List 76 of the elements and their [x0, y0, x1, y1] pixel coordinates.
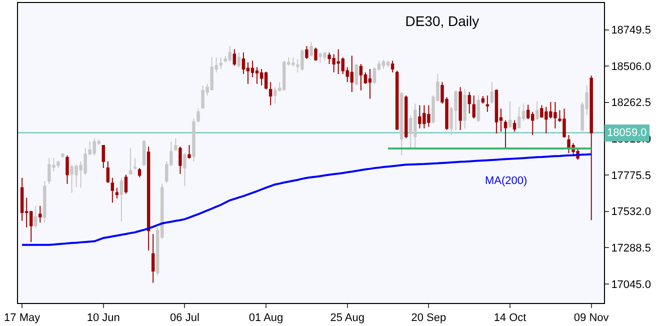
- candlestick: [43, 180, 46, 223]
- candlestick: [458, 86, 462, 131]
- y-tick-label: 17045.0: [611, 278, 651, 291]
- candlestick: [38, 205, 42, 223]
- x-tick-label: 17 May: [4, 312, 41, 324]
- candlestick: [183, 152, 186, 187]
- candlestick: [314, 47, 318, 62]
- candlestick: [472, 94, 476, 120]
- candlestick: [196, 108, 200, 122]
- x-tick-label: 01 Aug: [248, 312, 284, 324]
- candlestick: [260, 68, 264, 86]
- candlestick: [66, 154, 69, 184]
- candlestick: [512, 120, 516, 132]
- y-tick-label: 17532.0: [611, 206, 651, 218]
- candlestick: [468, 92, 471, 114]
- candlestick: [404, 94, 408, 139]
- candlestick: [481, 96, 485, 104]
- candlestick: [305, 45, 308, 60]
- candlestick: [476, 94, 480, 122]
- candlestick: [359, 63, 363, 91]
- candlestick: [138, 168, 142, 178]
- candlestick: [178, 146, 182, 174]
- y-tick-label: 18506.0: [611, 60, 651, 73]
- candlestick: [188, 144, 191, 160]
- candlestick: [237, 52, 241, 68]
- candlestick: [106, 160, 110, 184]
- candlestick: [517, 106, 521, 129]
- candlestick: [486, 94, 490, 112]
- candlestick: [490, 82, 494, 104]
- candlestick: [133, 158, 137, 170]
- candlestick: [504, 120, 508, 149]
- candlestick: [142, 139, 146, 167]
- candlestick: [34, 205, 38, 228]
- candlestick: [400, 92, 404, 156]
- candlestick: [368, 68, 372, 100]
- y-tick-label: 17775.5: [611, 170, 651, 182]
- candlestick: [390, 60, 394, 73]
- candlestick: [264, 71, 268, 90]
- y-tick-label: 18262.5: [611, 97, 651, 110]
- candlestick: [232, 48, 236, 66]
- x-tick-label: 14 Oct: [494, 312, 526, 324]
- candlestick: [350, 55, 354, 93]
- x-tick-label: 20 Sep: [411, 312, 446, 324]
- candlestick: [61, 152, 64, 159]
- candlestick: [354, 63, 358, 86]
- candlestick: [310, 41, 313, 57]
- candlestick: [128, 148, 132, 176]
- text: DE30, Daily: [405, 13, 480, 30]
- candlestick: [536, 100, 539, 121]
- candlestick: [494, 88, 498, 134]
- candlestick: [228, 45, 232, 62]
- ref-line-label: 18059.0: [607, 127, 647, 139]
- candlestick: [386, 60, 390, 68]
- candlestick: [110, 177, 114, 204]
- candlestick: [508, 100, 512, 128]
- candlestick: [124, 174, 128, 194]
- candlestick: [192, 118, 196, 162]
- x-tick-label: 25 Aug: [330, 312, 365, 324]
- candlestick: [463, 88, 466, 129]
- x-tick-label: 09 Nov: [574, 312, 610, 324]
- x-tick-label: 10 Jun: [86, 312, 120, 324]
- series-label: MA(200): [485, 175, 528, 187]
- candlestick: [395, 70, 399, 131]
- x-tick-label: 06 Jul: [170, 312, 200, 324]
- candlestick: [590, 75, 593, 221]
- candlestick: [151, 233, 155, 284]
- line-series: [21, 153, 592, 246]
- candlestick: [115, 187, 119, 199]
- y-tick-label: 17288.5: [611, 242, 651, 254]
- candlestick: [268, 82, 272, 106]
- candlestick: [102, 144, 105, 169]
- candlestick: [120, 177, 124, 222]
- y-tick-label: 18749.5: [611, 24, 651, 37]
- candlestick: [174, 138, 178, 152]
- candlestick: [146, 146, 150, 252]
- candlestick: [382, 59, 386, 70]
